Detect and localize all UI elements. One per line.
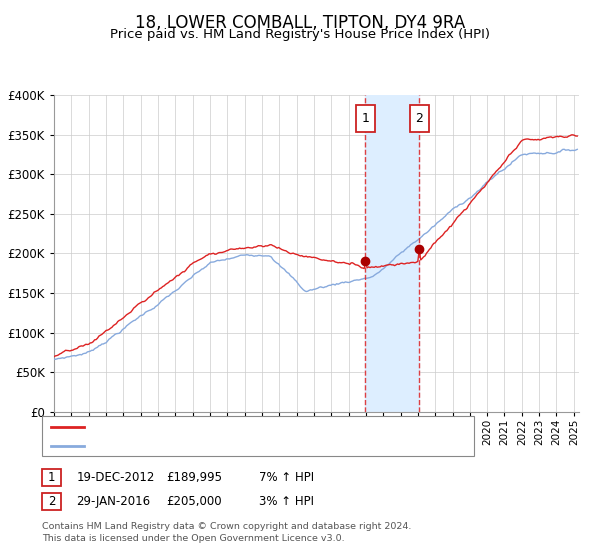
Text: 18, LOWER COMBALL, TIPTON, DY4 9RA (detached house): 18, LOWER COMBALL, TIPTON, DY4 9RA (deta… [90, 422, 413, 432]
Text: 1: 1 [361, 111, 369, 125]
Text: Contains HM Land Registry data © Crown copyright and database right 2024.
This d: Contains HM Land Registry data © Crown c… [42, 522, 412, 543]
Text: Price paid vs. HM Land Registry's House Price Index (HPI): Price paid vs. HM Land Registry's House … [110, 28, 490, 41]
Text: 1: 1 [48, 470, 55, 484]
Text: 18, LOWER COMBALL, TIPTON, DY4 9RA: 18, LOWER COMBALL, TIPTON, DY4 9RA [135, 14, 465, 32]
Text: 2: 2 [415, 111, 423, 125]
Text: 2: 2 [48, 494, 55, 508]
Text: 29-JAN-2016: 29-JAN-2016 [76, 494, 151, 508]
Bar [365, 95, 419, 412]
Text: 7% ↑ HPI: 7% ↑ HPI [259, 470, 314, 484]
Text: HPI: Average price, detached house, Sandwell: HPI: Average price, detached house, Sand… [90, 441, 347, 451]
Text: 3% ↑ HPI: 3% ↑ HPI [259, 494, 314, 508]
Text: £189,995: £189,995 [166, 470, 222, 484]
Text: 19-DEC-2012: 19-DEC-2012 [76, 470, 155, 484]
Text: £205,000: £205,000 [166, 494, 222, 508]
